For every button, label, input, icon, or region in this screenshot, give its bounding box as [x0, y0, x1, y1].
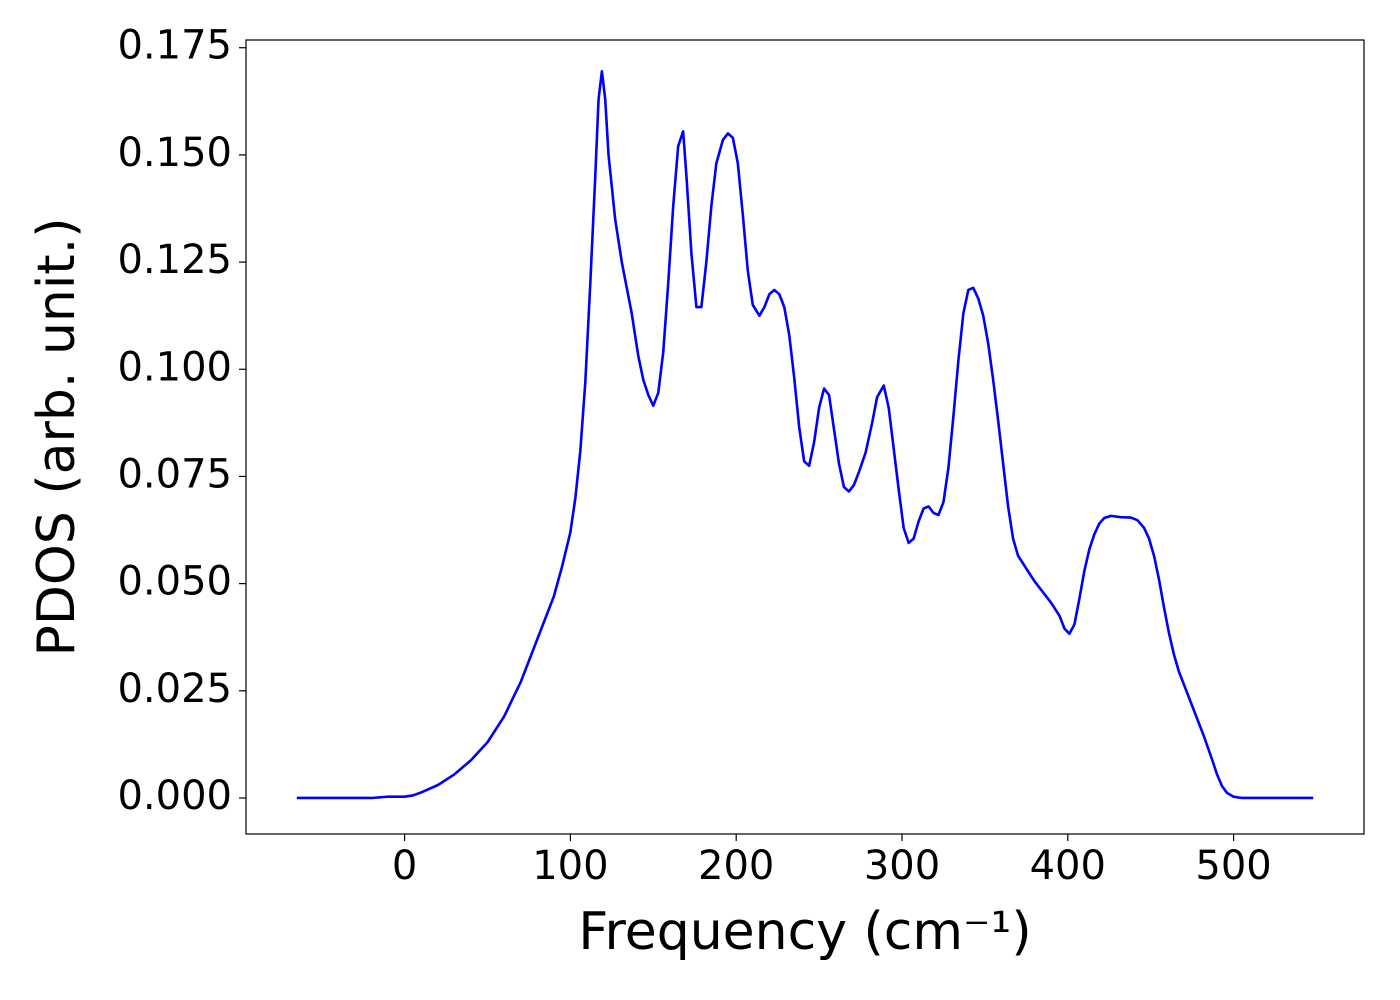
- y-tick-label: 0.175: [117, 23, 232, 69]
- x-tick-label: 500: [1195, 843, 1271, 889]
- y-tick-label: 0.000: [117, 773, 232, 819]
- x-axis-label: Frequency (cm⁻¹): [578, 902, 1031, 962]
- y-tick-label: 0.125: [117, 237, 232, 283]
- y-tick-label: 0.050: [117, 559, 232, 605]
- y-axis-label: PDOS (arb. unit.): [27, 217, 87, 656]
- y-tick-label: 0.100: [117, 344, 232, 390]
- x-tick-label: 100: [532, 843, 608, 889]
- x-tick-label: 200: [698, 843, 774, 889]
- y-tick-label: 0.025: [117, 666, 232, 712]
- plot-frame: [245, 39, 1365, 835]
- data-line: [296, 69, 1314, 800]
- x-tick-label: 0: [392, 843, 417, 889]
- x-tick-label: 300: [864, 843, 940, 889]
- y-tick-label: 0.150: [117, 130, 232, 176]
- x-tick-label: 400: [1030, 843, 1106, 889]
- y-tick-label: 0.075: [117, 451, 232, 497]
